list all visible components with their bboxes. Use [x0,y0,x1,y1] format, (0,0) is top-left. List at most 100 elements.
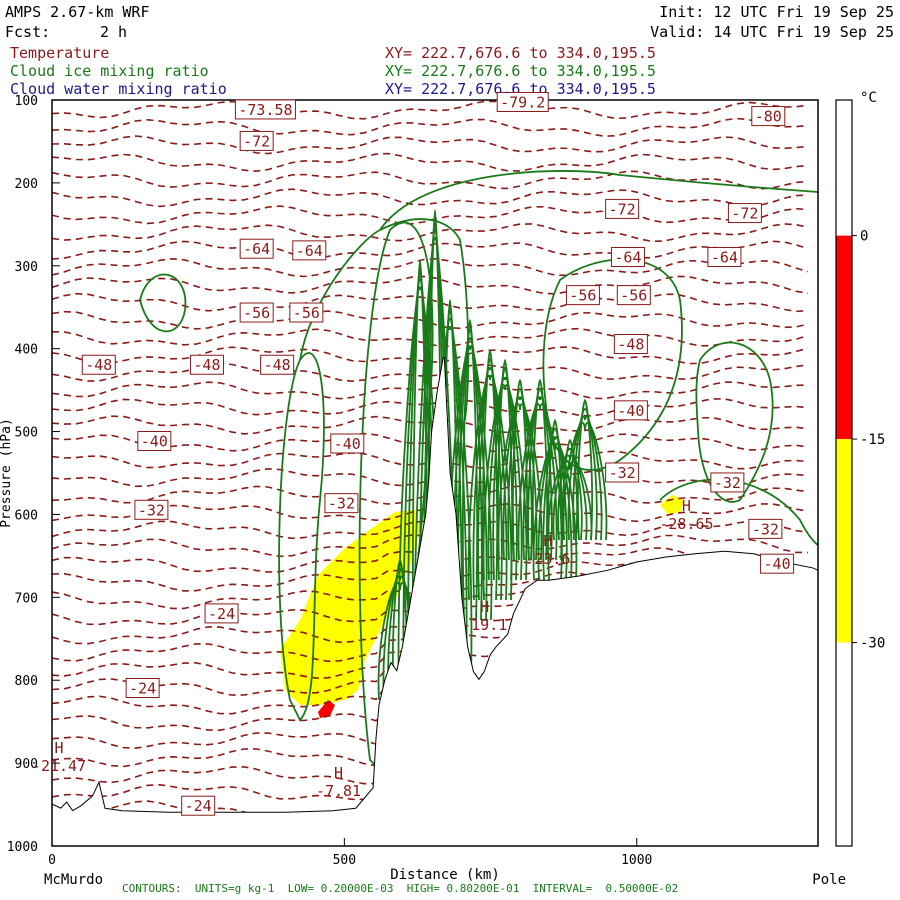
x-tick-label: 500 [333,853,356,868]
y-tick-label: 900 [15,757,38,772]
yellow-fill-main [280,510,420,705]
temperature-contour-line [52,467,809,488]
temperature-label-box [727,203,762,224]
temperature-label-box [239,238,274,259]
terrain-mask [52,357,818,846]
temperature-label: -48 [264,356,291,374]
y-tick-label: 200 [15,177,38,192]
y-tick-label: 500 [15,426,38,441]
cloud-ice-contour [527,388,553,561]
y-tick-label: 300 [15,260,38,275]
temperature-contour-line [52,398,809,417]
x-tick-label: 1000 [621,853,652,868]
temperature-label: -32 [328,495,355,513]
cloud-ice-contour [537,436,573,581]
colorbar-tick-label: 0 [860,229,868,245]
colorbar-tick-label: -30 [860,636,885,652]
temperature-label-box [260,354,295,375]
temperature-contour-line [52,415,809,435]
cloud-ice-contour [496,359,514,581]
cloud-ice-contour [557,447,583,541]
cloud-ice-contour [481,349,499,601]
temperature-label: -40 [617,402,644,420]
temperature-label: -56 [243,304,270,322]
temperature-label-box [613,334,648,355]
temperature-label: -40 [141,433,168,451]
forecast-label: Fcst: [5,23,51,41]
temperature-label-box [289,302,324,323]
temperature-label: -48 [193,356,220,374]
temperature-label: -72 [731,205,758,223]
x-axis-label: Distance (km) [390,867,500,883]
terrain [51,356,819,846]
x-endpoint-left: McMurdo [44,872,103,888]
temperature-label: -32 [714,474,741,492]
extremum-value: -23.6 [525,550,570,568]
temperature-label-box [239,302,274,323]
legend-cloud-water-xy: XY= 222.7,676.6 to 334.0,195.5 [385,80,656,98]
extremum-marker: H [480,598,489,616]
y-axis-label: Pressure (hPa) [0,418,14,528]
temperature-label-box [137,431,172,452]
cloud-ice-contour [457,328,483,621]
model-title: AMPS 2.67-km WRF [5,3,150,21]
temperature-label-box [181,795,216,816]
colorbar-band [836,235,852,440]
axes: 100 200 300 400 500 600 700 800 900 1000 0 500 1000 D… [0,94,846,888]
temperature-label-box [204,603,239,624]
extremum-value: -21.47 [32,757,86,775]
extremum-value: -28.65 [659,515,713,533]
red-fill [318,700,335,718]
extremum-marker: H [682,497,691,515]
temperature-label-box [616,285,651,306]
colorbar-band [836,642,852,846]
temperature-label: -32 [752,520,779,538]
temperature-label: -40 [334,435,361,453]
cloud-ice-contour [492,368,518,581]
y-tick-label: 700 [15,591,38,606]
temperature-contour-line [52,257,809,278]
cloud-ice-contour [522,396,558,561]
temperature-contour-line [52,292,809,313]
temperature-label-box [751,106,786,127]
legend-cloud-water: Cloud water mixing ratio [10,80,227,98]
temperature-label: -32 [609,464,636,482]
colorbar-border [835,99,853,847]
contour-labels: -73.58 -79.2 -80 -72 -72 -72 -64 -64 -64 -64 -56 -5… [32,91,795,816]
cloud-ice-contour [547,419,563,581]
temperature-label-box [292,240,327,261]
temperature-contour-line [52,240,809,260]
contours-footer: CONTOURS: UNITS=g kg-1 LOW= 0.20000E-03 … [122,882,679,895]
temperature-label: -24 [208,605,235,623]
temperature-contour-line [52,135,809,155]
temperature-label-box [605,462,640,483]
temperature-label-box [565,285,600,306]
cloud-ice-contour [562,422,608,541]
cloud-ice-contour [507,388,533,561]
temperature-label: -79.2 [500,93,545,111]
temperature-label-box [760,553,795,574]
temperature-label-box [613,400,648,421]
temperature-label: -48 [85,356,112,374]
temperature-contour-line [52,100,809,120]
legend-cloud-ice-xy: XY= 222.7,676.6 to 334.0,195.5 [385,62,656,80]
y-tick-label: 800 [15,674,38,689]
temperature-label-box [710,472,745,493]
yellow-fill-small [660,495,684,514]
init-time: Init: 12 UTC Fri 19 Sep 25 [659,3,894,21]
temperature-label: -64 [711,248,738,266]
temperature-label: -40 [764,555,791,573]
colorbar-band [836,100,852,236]
temperature-contour-line [52,223,809,243]
valid-time: Valid: 14 UTC Fri 19 Sep 25 [650,23,894,41]
temperature-contour-line [52,346,809,365]
temperature-contour-line [52,188,809,208]
temperature-label-box [330,433,365,454]
cloud-ice-contour [577,399,593,541]
temperature-contour-line [52,205,809,225]
x-endpoint-right: Pole [812,872,846,888]
temperature-label: -72 [243,132,270,150]
cloud-ice-contour [278,352,325,722]
cloud-ice-contour [487,376,523,581]
